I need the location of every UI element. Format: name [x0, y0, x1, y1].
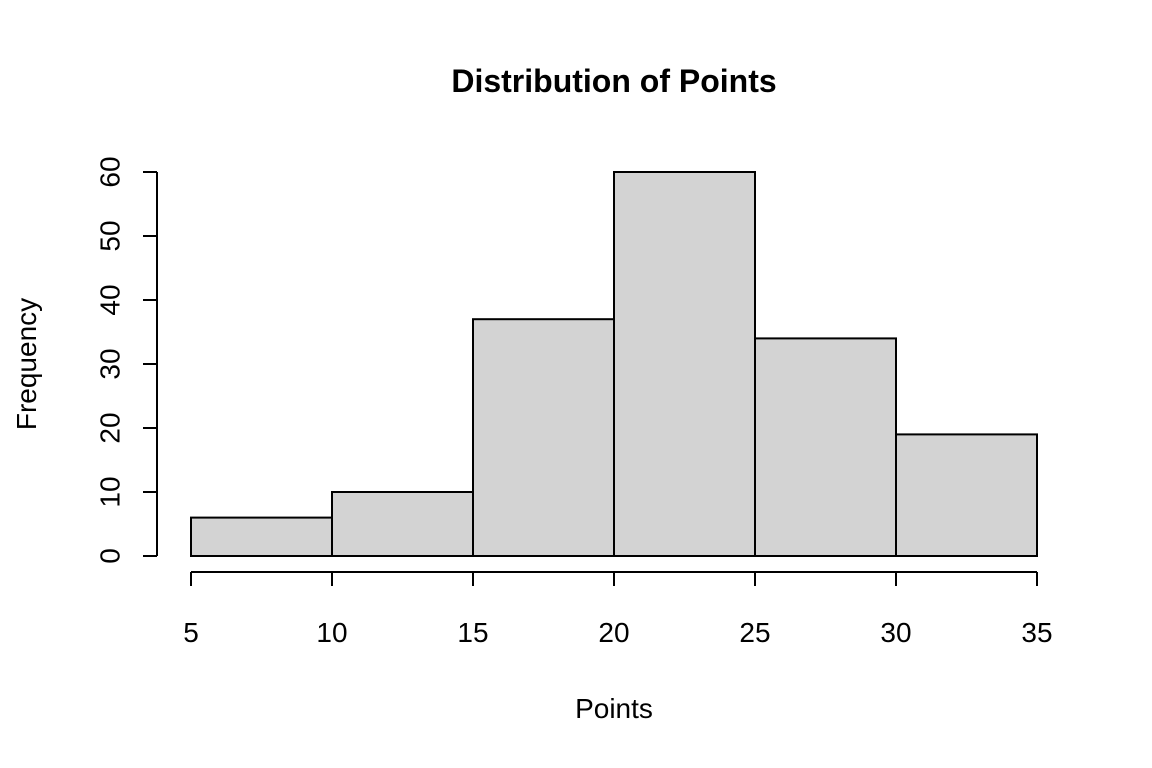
y-axis: 0 10 20 30 40 50 60: [94, 156, 158, 564]
histogram-bar-10-15: [331, 491, 474, 557]
y-tick-label: 0: [94, 548, 125, 564]
y-tick-label: 40: [94, 284, 125, 315]
x-tick-label: 30: [880, 617, 911, 648]
y-tick-label: 10: [94, 476, 125, 507]
chart-title: Distribution of Points: [451, 63, 776, 99]
y-tick-label: 50: [94, 220, 125, 251]
histogram-bar-20-25: [613, 171, 756, 557]
x-tick-label: 5: [183, 617, 199, 648]
x-tick-label: 25: [739, 617, 770, 648]
y-tick-label: 30: [94, 348, 125, 379]
y-axis-label: Frequency: [11, 298, 42, 430]
y-tick-label: 20: [94, 412, 125, 443]
x-tick-label: 15: [457, 617, 488, 648]
histogram-bar-30-35: [895, 433, 1038, 557]
x-tick-label: 10: [316, 617, 347, 648]
x-axis: 5 10 15 20 25 30 35: [183, 571, 1053, 648]
y-tick-label: 60: [94, 156, 125, 187]
x-tick-label: 20: [598, 617, 629, 648]
bars-group: [190, 171, 1038, 558]
histogram-bar-25-30: [754, 337, 897, 557]
histogram-bar-5-10: [190, 516, 333, 557]
histogram-bar-15-20: [472, 318, 615, 558]
x-axis-label: Points: [575, 693, 653, 724]
x-tick-label: 35: [1021, 617, 1052, 648]
